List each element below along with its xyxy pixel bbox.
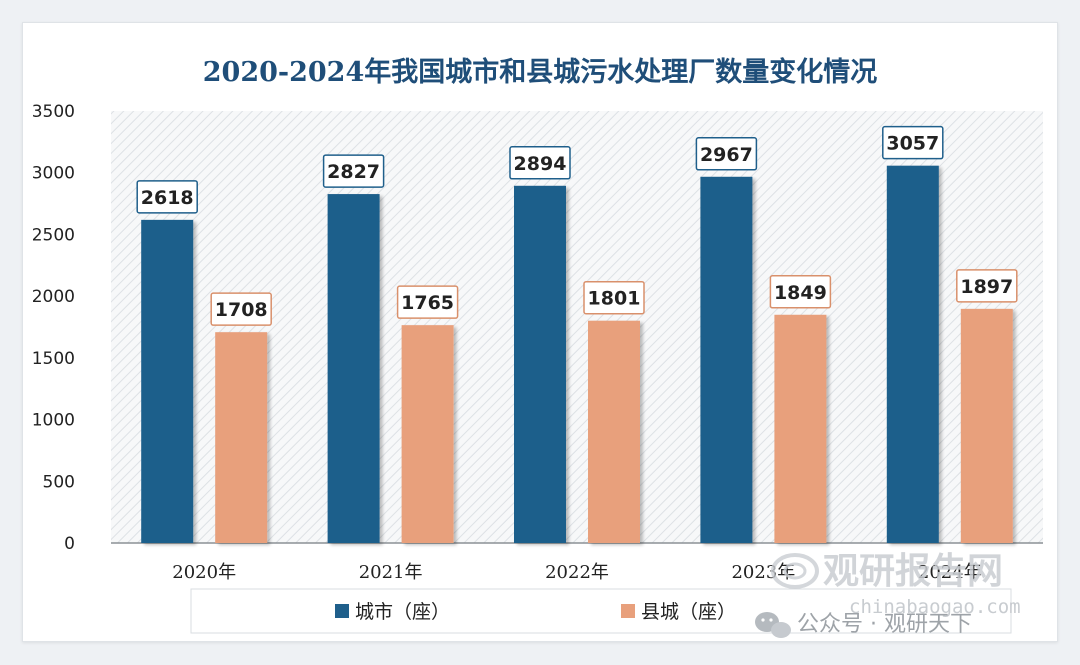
y-tick-label: 2500 (32, 225, 75, 245)
bar-county (960, 308, 1013, 543)
data-label-county: 1801 (588, 288, 641, 310)
data-label-county: 1897 (960, 276, 1013, 298)
y-tick-label: 3000 (32, 164, 75, 184)
bar-city (514, 185, 566, 543)
data-label-city: 2894 (514, 153, 567, 175)
y-tick-label: 500 (43, 472, 75, 492)
legend-label-city: 城市（座） (355, 601, 450, 623)
watermark-brand: 观研报告网 (823, 551, 1003, 592)
data-label-box-county (210, 292, 272, 326)
data-label-box-city (322, 154, 385, 188)
chart-title: 2020-2024年我国城市和县城污水处理厂数量变化情况 (203, 56, 878, 88)
data-label-box-county (396, 285, 459, 319)
data-label-city: 3057 (886, 133, 939, 155)
bar-county (215, 332, 268, 543)
bar-city (886, 165, 939, 543)
data-label-box-county (769, 275, 832, 309)
x-tick-label: 2022年 (545, 562, 609, 583)
watermark-logo-icon (771, 553, 819, 589)
data-label-box-city (509, 146, 571, 180)
bar-city (700, 176, 753, 544)
data-label-box-city (695, 137, 758, 171)
data-label-box-county (583, 280, 645, 315)
legend-box (190, 588, 1012, 634)
bar-city (141, 219, 194, 543)
data-label-box-city (136, 180, 198, 214)
data-label-city: 2827 (327, 161, 380, 183)
watermark-url: chinabaogao.com (849, 596, 1021, 618)
data-label-county: 1708 (215, 299, 268, 321)
bar-county (588, 320, 640, 543)
wechat-icon (755, 612, 791, 638)
x-tick-label: 2020年 (172, 562, 236, 583)
bar-county (774, 314, 827, 543)
x-tick-label: 2023年 (731, 562, 795, 583)
legend: 城市（座） 县城（座） (190, 588, 1012, 634)
chart: 2020-2024年我国城市和县城污水处理厂数量变化情况 0 500 1000 150… (32, 56, 1043, 638)
y-tick-label: 3500 (32, 102, 75, 122)
y-tick-label: 0 (64, 534, 75, 554)
legend-swatch-county (621, 604, 635, 618)
data-label-city: 2618 (141, 187, 194, 209)
y-tick-label: 2000 (32, 287, 75, 307)
data-label-city: 2967 (700, 144, 753, 166)
bar-county (401, 325, 454, 543)
x-tick-label: 2021年 (359, 562, 423, 583)
bar-city (327, 194, 380, 543)
y-tick-label: 1000 (32, 411, 75, 431)
data-label-county: 1765 (401, 292, 454, 314)
legend-swatch-city (335, 604, 349, 618)
data-label-box-county (956, 269, 1018, 303)
legend-label-county: 县城（座） (641, 601, 736, 623)
watermark: 观研报告网 chinabaogao.com 公众号 · 观研天下 (755, 551, 1021, 638)
plot-area: 0 500 1000 1500 2000 2500 3000 3500 2020年 2618 170… (32, 102, 1043, 583)
watermark-wechat: 公众号 · 观研天下 (797, 612, 972, 637)
data-label-county: 1849 (774, 282, 827, 304)
data-label-box-city (882, 125, 944, 160)
y-tick-label: 1500 (32, 349, 75, 369)
x-tick-label: 2024年 (918, 562, 982, 583)
chart-card: 2020-2024年我国城市和县城污水处理厂数量变化情况 0 500 1000 150… (22, 22, 1058, 642)
